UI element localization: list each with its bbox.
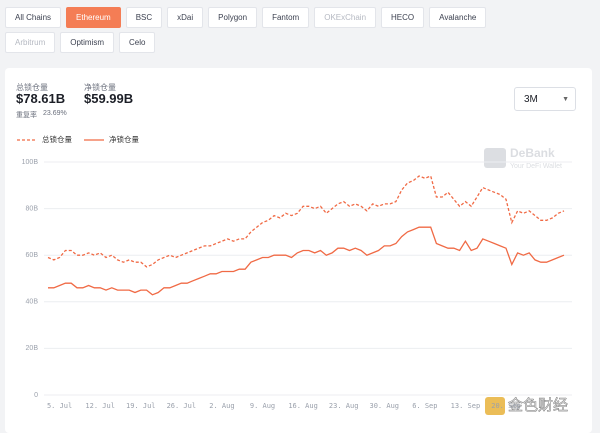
series-line bbox=[47, 175, 565, 268]
chain-tab[interactable]: Fantom bbox=[262, 7, 310, 28]
chain-tab[interactable]: Polygon bbox=[208, 7, 258, 28]
source-logo bbox=[485, 397, 505, 415]
chain-tab[interactable]: BSC bbox=[125, 7, 163, 28]
stat-value: $59.99B bbox=[84, 91, 134, 106]
watermark: DeBank Your DeFi Wallet bbox=[484, 146, 562, 170]
chain-tab[interactable]: Celo bbox=[119, 32, 156, 53]
stat-value: 23.69% bbox=[43, 110, 67, 117]
legend-label[interactable]: 总锁仓量 bbox=[42, 134, 72, 144]
x-tick-label: 6. Sep bbox=[412, 402, 437, 410]
watermark-tagline: Your DeFi Wallet bbox=[510, 163, 562, 170]
y-tick-label: 80B bbox=[26, 205, 39, 212]
chain-tab[interactable]: Arbitrum bbox=[5, 32, 56, 53]
logo bbox=[484, 148, 506, 168]
x-tick-label: 9. Aug bbox=[250, 402, 275, 410]
watermark-brand: DeBank bbox=[510, 146, 555, 160]
x-tick-label: 30. Aug bbox=[370, 402, 400, 410]
y-tick-label: 40B bbox=[26, 299, 39, 306]
x-tick-label: 23. Aug bbox=[329, 402, 359, 410]
x-tick-label: 13. Sep bbox=[451, 402, 481, 410]
y-tick-label: 20B bbox=[26, 345, 39, 352]
stat-label: 重复率 bbox=[16, 112, 37, 119]
x-tick-label: 26. Jul bbox=[167, 402, 197, 410]
range-value: 3M bbox=[524, 94, 538, 105]
range-select[interactable]: 3M ▼ bbox=[514, 87, 576, 111]
y-tick-label: 0 bbox=[34, 392, 38, 399]
x-tick-label: 2. Aug bbox=[209, 402, 234, 410]
y-tick-label: 60B bbox=[26, 252, 39, 259]
x-tick-label: 20. Sep bbox=[491, 402, 521, 410]
chain-tab[interactable]: Ethereum bbox=[66, 7, 121, 28]
stat-value: $78.61B bbox=[16, 91, 66, 106]
legend-label[interactable]: 净锁仓量 bbox=[109, 134, 139, 144]
x-tick-label: 12. Jul bbox=[85, 402, 115, 410]
chain-tab[interactable]: Optimism bbox=[60, 32, 115, 53]
chain-tab[interactable]: Avalanche bbox=[429, 7, 487, 28]
source-watermark: 金色财经 bbox=[508, 397, 568, 414]
chain-tab[interactable]: All Chains bbox=[5, 7, 62, 28]
x-tick-label: 5. Jul bbox=[47, 402, 72, 410]
x-tick-label: 19. Jul bbox=[126, 402, 156, 410]
chain-tab[interactable]: xDai bbox=[167, 7, 204, 28]
y-tick-label: 100B bbox=[22, 159, 39, 166]
stat-label: 总锁仓量 bbox=[16, 83, 48, 92]
chart-card: 总锁仓量 $78.61B 净锁仓量 $59.99B 重复率 23.69% 3M ▼ bbox=[5, 68, 592, 433]
series-line bbox=[48, 226, 565, 296]
chain-tab[interactable]: HECO bbox=[381, 7, 425, 28]
chain-tabs: All Chains Ethereum BSC xDai Polygon Fantom OK… bbox=[5, 7, 540, 53]
chain-tab[interactable]: OKExChain bbox=[314, 7, 377, 28]
x-tick-label: 16. Aug bbox=[288, 402, 318, 410]
stat-label: 净锁仓量 bbox=[84, 83, 116, 92]
